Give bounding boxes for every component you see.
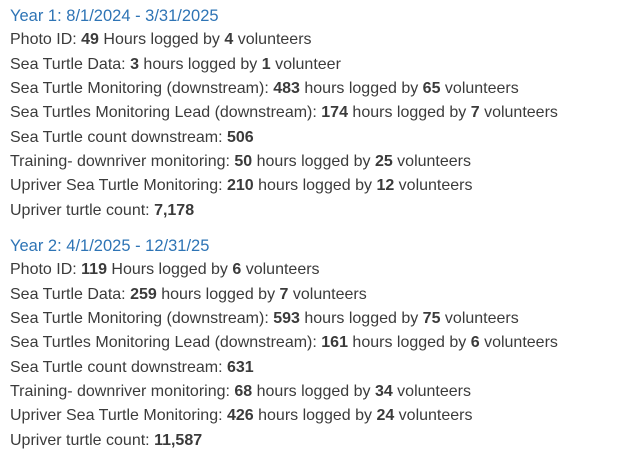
stat-line: Sea Turtle Data: 3 hours logged by 1 vol… bbox=[10, 53, 633, 77]
year-section: Year 2: 4/1/2025 - 12/31/25 Photo ID: 119… bbox=[10, 234, 633, 453]
stat-label: Hours logged by bbox=[98, 31, 225, 49]
stat-label: Sea Turtle Monitoring (downstream): bbox=[10, 309, 274, 327]
stat-line: Upriver turtle count: 7,178 bbox=[10, 199, 633, 223]
stat-label: volunteers bbox=[440, 309, 519, 327]
stat-line: Sea Turtle count downstream: 631 bbox=[10, 356, 633, 380]
stat-value: 65 bbox=[422, 79, 441, 97]
stat-label: Training- downriver monitoring: bbox=[10, 382, 235, 400]
stat-line: Upriver Sea Turtle Monitoring: 426 hours… bbox=[10, 404, 633, 428]
stat-value: 49 bbox=[81, 31, 99, 49]
stat-label: hours logged by bbox=[253, 177, 377, 195]
stat-value: 259 bbox=[130, 285, 157, 303]
stat-label: Sea Turtles Monitoring Lead (downstream)… bbox=[10, 104, 322, 122]
stat-value: 483 bbox=[273, 79, 300, 97]
stat-value: 426 bbox=[226, 407, 254, 425]
stat-line: Sea Turtle Data: 259 hours logged by 7 v… bbox=[10, 283, 633, 307]
stat-line: Sea Turtle Monitoring (downstream): 593 … bbox=[10, 307, 633, 331]
stat-line: Training- downriver monitoring: 50 hours… bbox=[10, 150, 633, 174]
stat-label: hours logged by bbox=[252, 382, 375, 400]
stat-line: Sea Turtles Monitoring Lead (downstream)… bbox=[10, 331, 633, 355]
stat-line: Upriver Sea Turtle Monitoring: 210 hours… bbox=[10, 174, 633, 198]
stat-label: volunteers bbox=[392, 152, 471, 170]
stat-label: volunteers bbox=[288, 285, 367, 303]
stat-value: 12 bbox=[376, 177, 395, 195]
stat-value: 24 bbox=[376, 407, 395, 425]
stat-label: volunteers bbox=[479, 334, 558, 352]
stat-value: 506 bbox=[227, 128, 254, 146]
stat-value: 50 bbox=[234, 152, 253, 170]
stat-label: volunteers bbox=[233, 31, 312, 49]
stat-line: Photo ID: 49 Hours logged by 4 volunteer… bbox=[10, 28, 633, 52]
stat-label: Photo ID: bbox=[10, 261, 82, 279]
stat-value: 11,587 bbox=[154, 431, 203, 449]
stat-value: 7,178 bbox=[154, 201, 195, 219]
stat-line: Photo ID: 119 Hours logged by 6 voluntee… bbox=[10, 258, 633, 282]
stat-value: 631 bbox=[227, 358, 254, 376]
section-heading: Year 1: 8/1/2024 - 3/31/2025 bbox=[10, 7, 219, 25]
stat-value: 3 bbox=[130, 55, 139, 73]
stat-line: Upriver turtle count: 11,587 bbox=[10, 429, 633, 453]
stat-label: hours logged by bbox=[347, 334, 471, 352]
stat-value: 6 bbox=[232, 261, 242, 279]
stat-value: 68 bbox=[234, 382, 253, 400]
stat-value: 174 bbox=[321, 104, 348, 122]
stat-value: 1 bbox=[261, 55, 271, 73]
stat-label: Sea Turtle Data: bbox=[10, 285, 131, 303]
volunteer-hours-report: Year 1: 8/1/2024 - 3/31/2025 Photo ID: 49… bbox=[10, 4, 633, 453]
stat-value: 4 bbox=[224, 31, 234, 49]
stat-label: hours logged by bbox=[347, 104, 471, 122]
stat-label: hours logged by bbox=[299, 79, 423, 97]
section-heading: Year 2: 4/1/2025 - 12/31/25 bbox=[10, 236, 210, 255]
stat-label: Upriver turtle count: bbox=[10, 431, 155, 449]
stat-label: volunteers bbox=[440, 79, 519, 97]
stat-label: Upriver turtle count: bbox=[10, 201, 155, 219]
stat-value: 7 bbox=[279, 285, 289, 303]
stat-label: Training- downriver monitoring: bbox=[10, 152, 235, 170]
stat-label: volunteers bbox=[479, 104, 558, 122]
stat-line: Training- downriver monitoring: 68 hours… bbox=[10, 380, 633, 404]
stat-label: hours logged by bbox=[252, 152, 375, 170]
stat-line: Sea Turtle Monitoring (downstream): 483 … bbox=[10, 77, 633, 101]
stat-label: hours logged by bbox=[299, 309, 423, 327]
stat-label: volunteers bbox=[392, 382, 471, 400]
stat-label: Sea Turtle count downstream: bbox=[10, 128, 227, 146]
stat-value: 119 bbox=[81, 261, 107, 279]
stat-value: 75 bbox=[422, 309, 441, 327]
stat-label: volunteer bbox=[270, 55, 341, 73]
stat-label: hours logged by bbox=[253, 407, 377, 425]
stat-label: Sea Turtles Monitoring Lead (downstream)… bbox=[10, 334, 322, 352]
stat-value: 6 bbox=[470, 334, 480, 352]
stat-value: 593 bbox=[273, 309, 300, 327]
stat-label: Upriver Sea Turtle Monitoring: bbox=[10, 177, 227, 195]
stat-label: Sea Turtle Data: bbox=[10, 55, 131, 73]
stat-line: Sea Turtles Monitoring Lead (downstream)… bbox=[10, 101, 633, 125]
year-section: Year 1: 8/1/2024 - 3/31/2025 Photo ID: 49… bbox=[10, 4, 633, 223]
stat-label: Photo ID: bbox=[10, 31, 82, 49]
stat-value: 210 bbox=[226, 177, 254, 195]
stat-label: Upriver Sea Turtle Monitoring: bbox=[10, 407, 227, 425]
stat-label: Sea Turtle count downstream: bbox=[10, 358, 227, 376]
stat-value: 7 bbox=[470, 104, 480, 122]
stat-label: hours logged by bbox=[138, 55, 262, 73]
stat-line: Sea Turtle count downstream: 506 bbox=[10, 126, 633, 150]
stat-label: hours logged by bbox=[156, 285, 280, 303]
stat-value: 34 bbox=[374, 382, 393, 400]
stat-value: 161 bbox=[321, 334, 348, 352]
stat-label: Hours logged by bbox=[106, 261, 233, 279]
stat-label: volunteers bbox=[394, 177, 473, 195]
stat-label: Sea Turtle Monitoring (downstream): bbox=[10, 79, 274, 97]
stat-label: volunteers bbox=[394, 407, 473, 425]
stat-value: 25 bbox=[374, 152, 393, 170]
stat-label: volunteers bbox=[241, 261, 320, 279]
